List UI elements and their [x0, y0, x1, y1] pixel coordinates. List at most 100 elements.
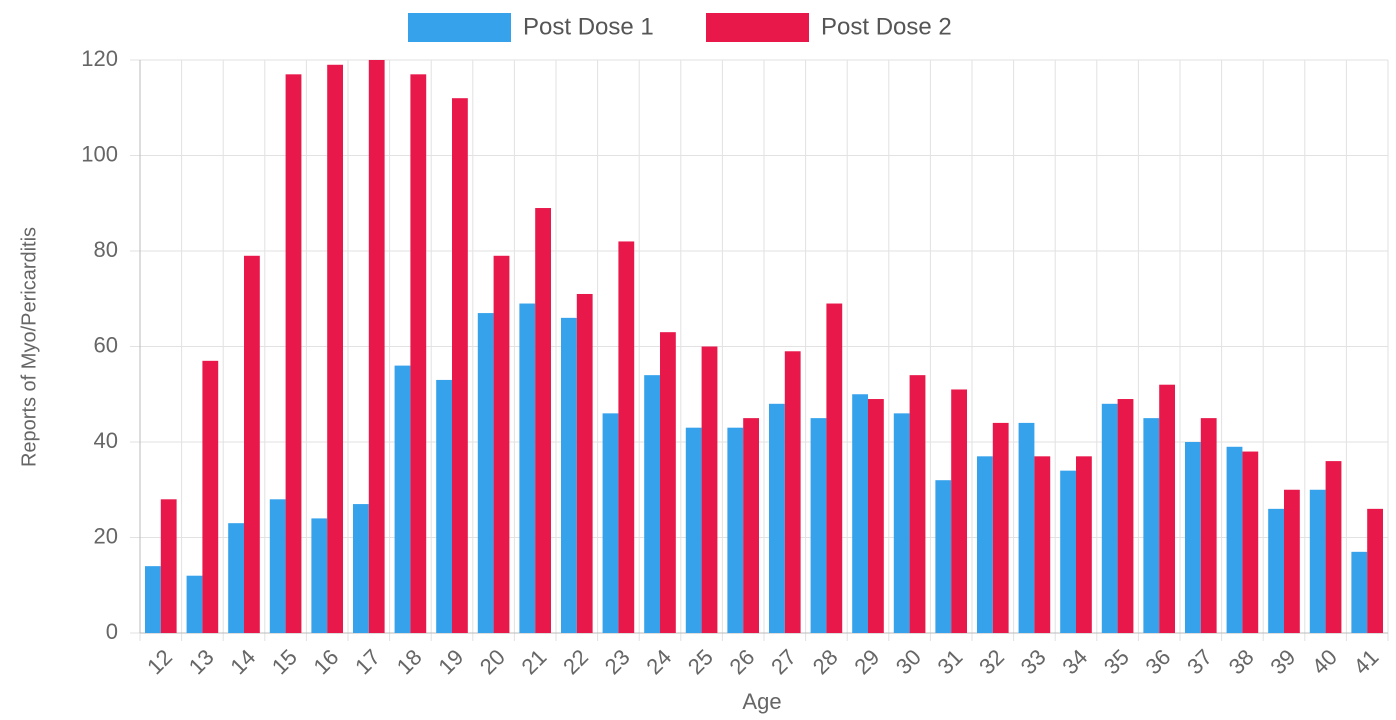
bar [976, 456, 993, 633]
x-tick-label: 18 [392, 644, 427, 679]
bar [269, 499, 286, 633]
x-tick-label: 20 [475, 644, 510, 679]
bar [935, 480, 952, 633]
y-tick-label: 120 [81, 46, 118, 71]
bar [160, 499, 177, 633]
x-tick-label: 21 [517, 644, 552, 679]
bar [410, 74, 427, 633]
x-tick-label: 19 [433, 644, 468, 679]
bar [144, 566, 161, 633]
bar [951, 389, 968, 633]
y-tick-label: 20 [94, 523, 118, 548]
bar [992, 422, 1009, 633]
x-tick-label: 37 [1182, 644, 1217, 679]
legend-label: Post Dose 1 [523, 13, 654, 40]
bar [618, 241, 635, 633]
x-axis-title: Age [742, 689, 781, 714]
bar [1367, 508, 1384, 633]
bar [1117, 399, 1134, 633]
bar [1351, 551, 1368, 633]
bar [1076, 456, 1092, 633]
bar [228, 523, 244, 633]
bar [394, 365, 411, 633]
bar [1268, 508, 1284, 633]
y-tick-label: 100 [81, 141, 118, 166]
x-tick-label: 40 [1307, 644, 1342, 679]
x-tick-label: 27 [766, 644, 801, 679]
x-tick-label: 22 [558, 644, 593, 679]
bar [1018, 422, 1035, 633]
x-tick-label: 28 [808, 644, 843, 679]
bar [1184, 442, 1201, 633]
x-tick-label: 38 [1224, 644, 1259, 679]
bar [784, 351, 801, 633]
x-tick-label: 15 [267, 644, 302, 679]
x-tick-label: 36 [1141, 644, 1176, 679]
bar [685, 427, 702, 633]
bar [1284, 489, 1300, 633]
bar [644, 375, 660, 633]
x-tick-label: 12 [142, 644, 177, 679]
bar [852, 394, 868, 633]
bar [436, 379, 452, 633]
bar [1159, 384, 1176, 633]
x-tick-label: 16 [309, 644, 344, 679]
x-tick-label: 33 [1016, 644, 1051, 679]
bar [285, 74, 302, 633]
y-tick-label: 0 [106, 619, 118, 644]
x-tick-label: 17 [350, 644, 385, 679]
x-tick-label: 35 [1099, 644, 1134, 679]
x-tick-label: 39 [1265, 644, 1300, 679]
bar [1101, 403, 1118, 633]
bar [560, 317, 577, 633]
bar [1200, 418, 1217, 633]
x-tick-label: 14 [225, 644, 260, 679]
y-axis-title: Reports of Myo/Pericarditis [18, 227, 40, 467]
bar [1242, 451, 1259, 633]
bar [868, 399, 884, 633]
bar [1226, 446, 1243, 633]
bar [1309, 489, 1326, 633]
x-tick-label: 13 [184, 644, 219, 679]
y-tick-label: 80 [94, 237, 118, 262]
bar [826, 303, 843, 633]
bar [535, 208, 552, 633]
bar [727, 427, 744, 633]
bar [519, 303, 536, 633]
y-tick-label: 40 [94, 428, 118, 453]
bar [202, 360, 219, 633]
x-tick-label: 41 [1349, 644, 1384, 679]
x-tick-label: 32 [974, 644, 1009, 679]
bar [311, 518, 328, 633]
x-tick-label: 34 [1057, 644, 1092, 679]
bar [368, 60, 385, 633]
x-tick-label: 24 [641, 644, 676, 679]
legend-swatch [706, 13, 809, 42]
bar [327, 64, 344, 633]
bar [1060, 470, 1076, 633]
bar [576, 293, 593, 633]
bar [602, 413, 619, 633]
x-tick-label: 26 [725, 644, 760, 679]
bar [701, 346, 718, 633]
bar [810, 418, 827, 633]
bar [909, 375, 926, 633]
legend-swatch [408, 13, 511, 42]
bar [452, 98, 468, 633]
bar [1034, 456, 1051, 633]
x-tick-label: 23 [600, 644, 635, 679]
bar [768, 403, 785, 633]
bar [244, 255, 260, 633]
x-tick-label: 25 [683, 644, 718, 679]
bar [186, 575, 203, 633]
bar [477, 313, 494, 633]
y-tick-label: 60 [94, 332, 118, 357]
bar [1325, 461, 1342, 633]
bar [352, 504, 369, 633]
bar [743, 418, 760, 633]
legend-label: Post Dose 2 [821, 13, 952, 40]
bar [493, 255, 510, 633]
bar [1143, 418, 1160, 633]
bar [660, 332, 676, 633]
x-tick-label: 29 [849, 644, 884, 679]
